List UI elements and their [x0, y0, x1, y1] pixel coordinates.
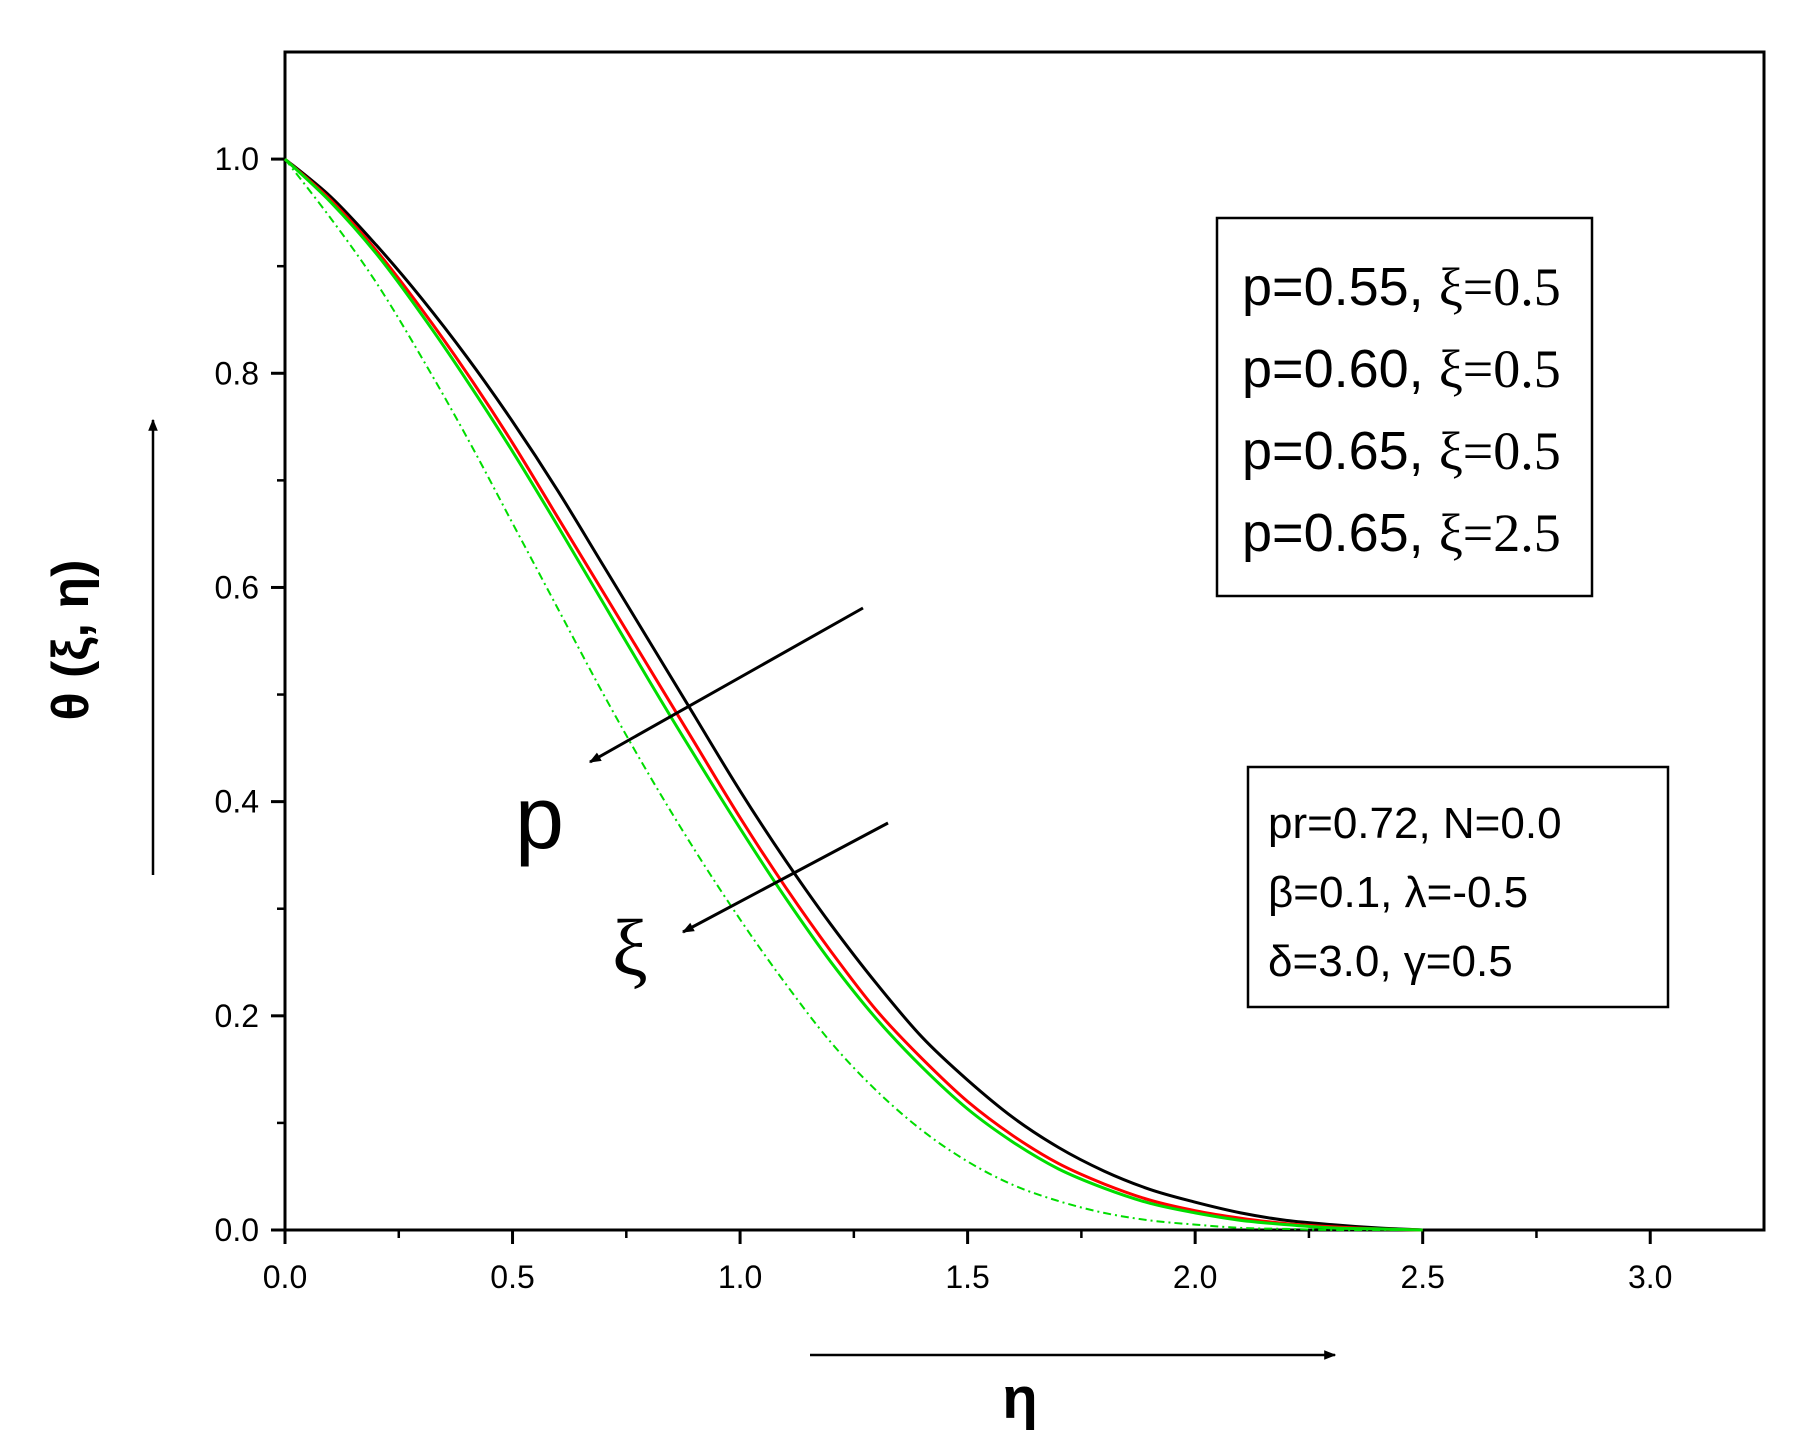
x-tick-label: 1.5	[945, 1259, 989, 1295]
p-annotation-label: p	[515, 768, 564, 867]
y-tick-label: 0.2	[215, 998, 259, 1034]
y-tick-label: 0.0	[215, 1212, 259, 1248]
series-line-4	[284, 158, 1423, 1232]
legend-entry: p=0.60, ξ=0.5	[1242, 339, 1561, 399]
params-line-1: pr=0.72, N=0.0	[1268, 799, 1562, 848]
series-line-2	[283, 157, 1423, 1232]
x-tick-label: 1.0	[718, 1259, 762, 1295]
legend-entry: p=0.65, ξ=0.5	[1242, 421, 1561, 481]
params-line-3: δ=3.0, γ=0.5	[1268, 937, 1513, 986]
legend-entry: p=0.65, ξ=2.5	[1242, 503, 1561, 563]
x-tick-label: 0.5	[490, 1259, 534, 1295]
plot-frame	[283, 50, 1766, 1232]
series-layer	[283, 157, 1423, 1232]
legend: p=0.55, ξ=0.5 p=0.60, ξ=0.5 p=0.65, ξ=0.5 p…	[1242, 257, 1561, 563]
y-tick-label: 0.4	[215, 784, 259, 820]
y-tick-label: 0.6	[215, 569, 259, 605]
x-axis-ticks: 0.0 0.5 1.0 1.5 2.0 2.5 3.0	[263, 1230, 1672, 1295]
x-tick-label: 3.0	[1628, 1259, 1672, 1295]
x-tick-label: 0.0	[263, 1259, 307, 1295]
series-line-3	[283, 158, 1423, 1232]
xi-annotation-arrow	[681, 821, 889, 934]
x-tick-label: 2.0	[1173, 1259, 1217, 1295]
y-axis-ticks: 0.0 0.2 0.4 0.6 0.8 1.0	[215, 141, 285, 1248]
p-annotation-arrow	[588, 606, 864, 764]
params-box	[1246, 765, 1670, 1009]
legend-box	[1215, 216, 1594, 598]
x-axis-title: η	[1002, 1366, 1037, 1431]
params-line-2: β=0.1, λ=-0.5	[1268, 868, 1528, 917]
xi-annotation-label: ξ	[612, 905, 648, 993]
series-line-1	[284, 157, 1423, 1232]
x-tick-label: 2.5	[1400, 1259, 1444, 1295]
legend-entry: p=0.55, ξ=0.5	[1242, 257, 1561, 317]
y-tick-label: 0.8	[215, 355, 259, 391]
y-tick-label: 1.0	[215, 141, 259, 177]
y-axis-title: θ (ξ, η)	[42, 559, 100, 720]
